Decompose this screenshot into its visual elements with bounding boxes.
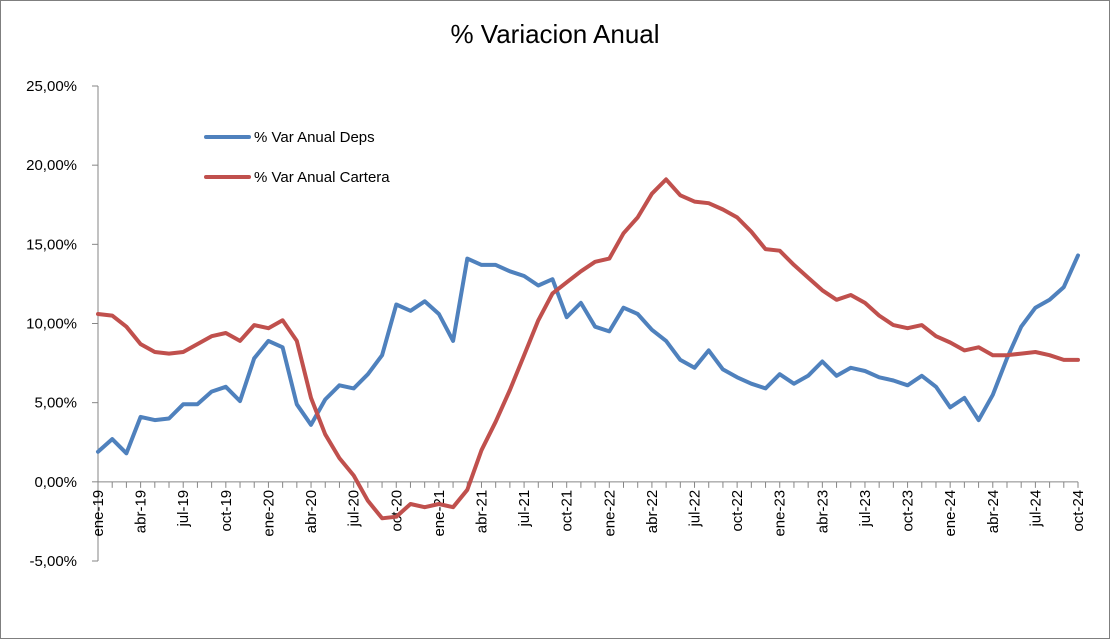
series-lines-group [96, 177, 1080, 521]
x-tick-label: abr-24 [985, 490, 1002, 533]
series-line-deps [96, 253, 1080, 456]
y-tick-label: 5,00% [34, 395, 77, 412]
x-tick-label: oct-24 [1070, 490, 1087, 532]
legend-label: % Var Anual Cartera [254, 169, 390, 186]
series-line-cartera [96, 177, 1080, 521]
x-tick-label: abr-22 [644, 490, 661, 533]
legend-label: % Var Anual Deps [254, 129, 375, 146]
x-tick-label: oct-23 [900, 490, 917, 532]
x-tick-label: abr-23 [814, 490, 831, 533]
x-tick-label: ene-20 [260, 490, 277, 537]
y-tick-label: -5,00% [29, 553, 77, 570]
x-tick-label: ene-19 [90, 490, 107, 537]
y-tick-label: 10,00% [26, 316, 77, 333]
x-tick-label: oct-21 [559, 490, 576, 532]
y-tick-label: 25,00% [26, 78, 77, 95]
x-tick-label: jul-24 [1027, 490, 1044, 528]
x-tick-label: ene-21 [431, 490, 448, 537]
legend: % Var Anual Deps % Var Anual Cartera [204, 129, 390, 186]
y-tick-label: 0,00% [34, 474, 77, 491]
x-tick-label: oct-20 [388, 490, 405, 532]
x-tick-label: ene-24 [942, 490, 959, 537]
y-tick-label: 15,00% [26, 236, 77, 253]
y-tick-label: 20,00% [26, 157, 77, 174]
axes-group: 25,00% 20,00% 15,00% 10,00% 5,00% 0,00% -5,00%… [26, 78, 1087, 570]
x-tick-label: abr-19 [133, 490, 150, 533]
x-tick-label: ene-23 [772, 490, 789, 537]
x-tick-label: jul-21 [516, 490, 533, 528]
x-tick-label: oct-22 [729, 490, 746, 532]
x-tick-label: oct-19 [218, 490, 235, 532]
x-tick-label: jul-23 [857, 490, 874, 528]
chart-title: % Variacion Anual [450, 19, 660, 49]
x-tick-label: abr-20 [303, 490, 320, 533]
x-tick-label: abr-21 [473, 490, 490, 533]
x-tick-label: jul-20 [346, 490, 363, 528]
x-tick-label: jul-22 [687, 490, 704, 528]
x-tick-label: ene-22 [601, 490, 618, 537]
x-tick-label: jul-19 [175, 490, 192, 528]
